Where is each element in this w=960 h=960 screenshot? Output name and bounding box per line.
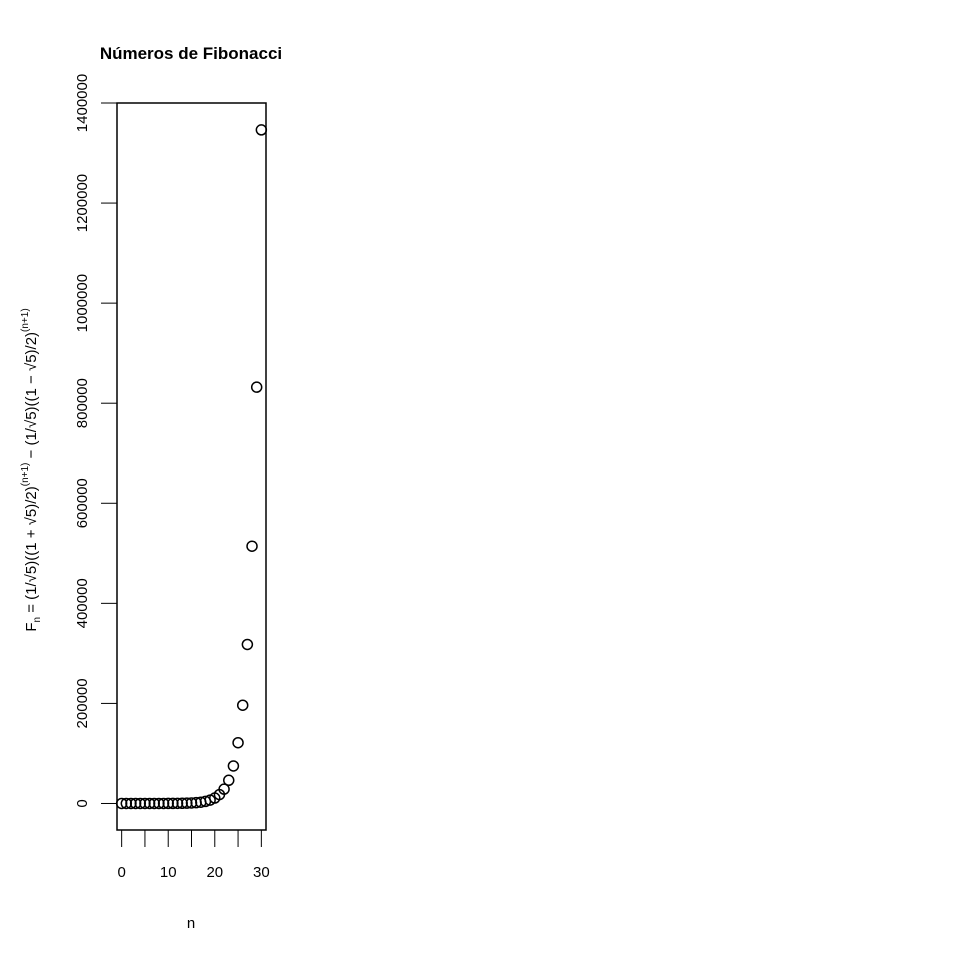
y-label-term2: − (1/√5)((1 − √5)/2) (23, 332, 40, 463)
x-tick-label: 30 (253, 864, 270, 881)
x-axis: 0 10 20 30 (117, 829, 270, 881)
y-label-exponent2: (n+1) (20, 308, 31, 332)
y-label-term1: = (1/√5)((1 + √5)/2) (23, 486, 40, 617)
x-tick-label: 0 (117, 864, 125, 881)
y-tick-label: 200000 (74, 678, 91, 728)
data-point (236, 699, 249, 711)
data-point (246, 540, 258, 552)
x-axis-label: n (187, 915, 195, 932)
data-point (232, 736, 244, 749)
y-tick-label: 1400000 (74, 74, 91, 132)
x-tick-label: 20 (206, 864, 223, 881)
y-tick-label: 0 (74, 799, 91, 807)
y-tick-label: 400000 (74, 578, 91, 628)
data-point (250, 381, 263, 393)
y-label-subscript: n (32, 617, 43, 623)
y-label-exponent1: (n+1) (20, 463, 31, 487)
y-tick-label: 600000 (74, 478, 91, 528)
data-point (241, 638, 254, 651)
chart-title: Números de Fibonacci (100, 44, 282, 63)
plot-frame (116, 102, 267, 831)
data-point (218, 783, 230, 795)
y-tick-label: 1200000 (74, 174, 91, 232)
y-axis-label: Fn = (1/√5)((1 + √5)/2)(n+1) − (1/√5)((1… (20, 308, 43, 631)
data-points (115, 124, 268, 810)
data-point (255, 124, 268, 136)
x-tick-label: 10 (160, 864, 177, 881)
y-label-f: F (23, 622, 40, 631)
data-point (227, 760, 240, 772)
y-tick-label: 1000000 (74, 274, 91, 332)
y-tick-label: 800000 (74, 378, 91, 428)
data-point (223, 774, 235, 787)
y-axis: 0 200000 400000 600000 800000 1000000 1200000 1… (74, 74, 118, 808)
